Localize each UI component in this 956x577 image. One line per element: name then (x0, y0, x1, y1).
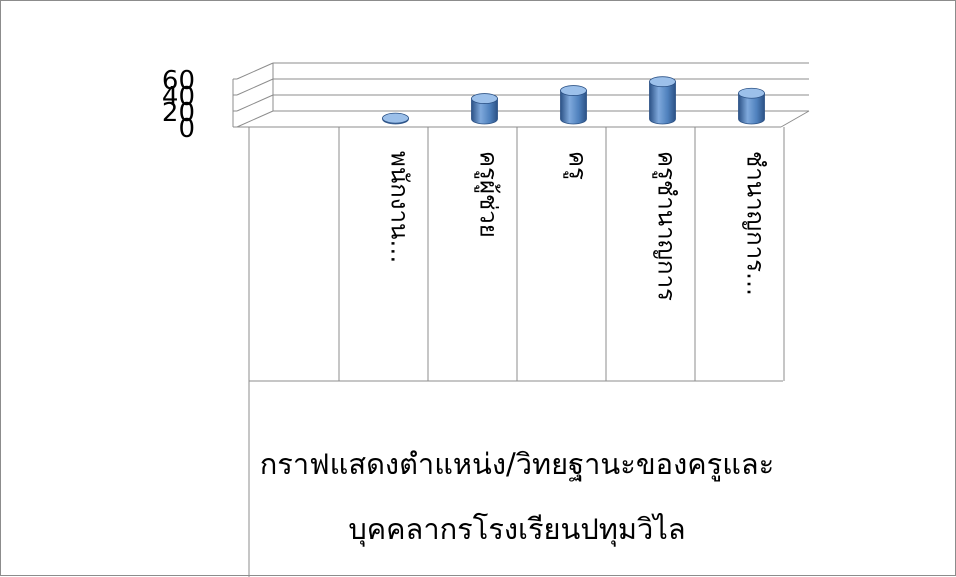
y-tick-label: 20 (162, 98, 195, 128)
axes (232, 63, 810, 577)
bar-body (560, 90, 587, 125)
bar-top (382, 112, 409, 124)
chart-title: กราฟแสดงตำแหน่ง/วิทยฐานะของครูและ บุคคลา… (260, 447, 775, 547)
category-labels: พนักงาน… ครูผู้ช่วย ครู ครูชำนาญการ ชำนาญการ… (386, 151, 770, 301)
y-tick-label: 0 (178, 114, 195, 144)
chart-title-line-2: บุคคลากรโรงเรียนปทุมวิไล (348, 512, 685, 547)
floor-right-edge (780, 110, 810, 128)
bar-body (738, 92, 765, 125)
bar-top (738, 87, 765, 99)
bar-3 (649, 76, 676, 125)
category-label: ครู (563, 151, 592, 180)
category-label: ครูผู้ช่วย (474, 151, 503, 238)
bar-body (649, 81, 676, 125)
gridline-side (236, 110, 274, 128)
category-label: พนักงาน… (386, 151, 414, 263)
bar-top (560, 85, 587, 96)
chart-title-line-1: กราฟแสดงตำแหน่ง/วิทยฐานะของครูและ (260, 447, 775, 482)
y-tick-label: 40 (162, 82, 195, 112)
bar-top (649, 76, 676, 88)
category-label: ชำนาญการ… (742, 151, 770, 296)
bar-4 (738, 87, 765, 125)
gridline-side (236, 62, 274, 80)
gridline-side (236, 78, 274, 96)
bar-1 (471, 93, 498, 125)
bars (382, 76, 765, 125)
gridlines (233, 62, 809, 128)
bar-top (471, 93, 498, 104)
bar-body (471, 98, 498, 125)
bar-0 (382, 112, 409, 125)
bar-2 (560, 85, 587, 125)
y-tick-label: 60 (162, 66, 195, 96)
gridline-side (236, 94, 274, 112)
category-label: ครูชำนาญการ (652, 151, 681, 301)
